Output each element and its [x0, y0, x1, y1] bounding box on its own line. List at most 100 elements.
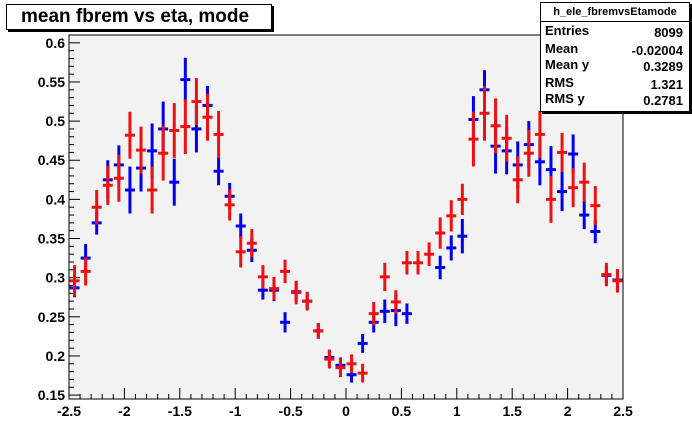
x-tick-label: -1 [229, 403, 242, 419]
stats-box: h_ele_fbremvsEtamode Entries 8099 Mean -… [540, 2, 690, 112]
data-point-red [357, 363, 368, 383]
stat-row-rms-y: RMS y 0.2781 [541, 91, 689, 109]
data-point-red [401, 251, 412, 275]
data-point-red [545, 175, 556, 223]
data-point-red [291, 280, 302, 305]
x-tick-label: 2 [564, 403, 572, 419]
data-point-blue [280, 312, 291, 333]
data-point-red [235, 236, 246, 268]
stat-label: RMS [545, 75, 574, 90]
data-point-red [191, 78, 202, 126]
data-point-blue [379, 299, 390, 324]
y-tick-label: 0.15 [38, 387, 65, 403]
y-tick-label: 0.6 [46, 35, 66, 51]
data-point-red [424, 242, 435, 266]
stat-label: Mean [545, 41, 579, 56]
stat-row-mean-y: Mean y 0.3289 [541, 57, 689, 75]
data-point-red [136, 126, 147, 174]
y-tick-label: 0.4 [46, 191, 66, 207]
data-point-red [612, 269, 623, 293]
x-tick-label: 1.5 [502, 403, 522, 419]
data-point-blue [457, 218, 468, 254]
stat-label: RMS y [545, 91, 585, 106]
data-point-red [435, 217, 446, 249]
data-point-red [368, 301, 379, 326]
y-tick-label: 0.5 [46, 113, 66, 129]
x-tick-label: 0.5 [392, 403, 412, 419]
data-point-blue [357, 334, 368, 353]
data-point-red [457, 183, 468, 216]
data-point-red [379, 262, 390, 291]
data-point-red [213, 110, 224, 158]
data-point-red [568, 168, 579, 208]
data-point-red [557, 132, 568, 172]
data-point-red [202, 93, 213, 141]
data-point-blue [180, 57, 191, 102]
data-point-red [147, 166, 158, 214]
data-point-red [479, 85, 490, 141]
stat-row-rms: RMS 1.321 [541, 75, 689, 93]
data-point-red [158, 125, 169, 181]
data-point-blue [169, 158, 180, 206]
y-tick-label: 0.55 [38, 74, 65, 90]
stat-value: 8099 [654, 25, 683, 40]
data-point-red [601, 262, 612, 287]
data-point-red [512, 156, 523, 204]
chart-title-box: mean fbrem vs eta, mode [6, 4, 272, 30]
data-point-red [246, 229, 257, 258]
data-point-blue [124, 166, 135, 214]
data-point-blue [579, 200, 590, 230]
x-tick-label: 1 [453, 403, 461, 419]
data-point-red [579, 162, 590, 202]
data-point-blue [568, 134, 579, 174]
data-point-red [446, 200, 457, 232]
data-point-red [468, 111, 479, 167]
data-point-red [302, 291, 313, 311]
data-point-blue [446, 235, 457, 261]
data-point-red [180, 99, 191, 154]
data-point-red [91, 189, 102, 225]
data-point-red [257, 265, 268, 289]
stats-histogram-name: h_ele_fbremvsEtamode [541, 3, 689, 22]
stat-row-mean: Mean -0.02004 [541, 41, 689, 59]
x-tick-label: -1.5 [168, 403, 192, 419]
x-tick-label: -2 [118, 403, 131, 419]
data-marks [69, 57, 623, 383]
stat-value: 0.2781 [643, 93, 683, 108]
data-point-red [102, 165, 113, 205]
stat-label: Entries [545, 23, 590, 38]
data-point-blue [401, 303, 412, 324]
data-point-red [335, 358, 346, 378]
data-point-red [113, 154, 124, 202]
data-point-blue [557, 171, 568, 212]
y-tick-label: 0.25 [38, 309, 65, 325]
data-point-blue [213, 157, 224, 186]
data-point-red [346, 354, 357, 374]
axes: -2.5 -2 -1.5 -1 -0.5 0 0.5 1 1.5 2 2.5 0.15 0.2 0.25 0… [38, 34, 633, 419]
data-point-red [69, 265, 80, 297]
stat-row-entries: Entries 8099 [541, 23, 689, 41]
data-point-red [224, 189, 235, 221]
data-point-red [390, 290, 401, 314]
data-point-red [534, 110, 545, 158]
x-tick-label: -2.5 [57, 403, 81, 419]
data-point-red [490, 98, 501, 154]
data-point-red [280, 259, 291, 284]
data-point-red [124, 111, 135, 159]
y-tick-label: 0.35 [38, 231, 65, 247]
x-tick-label: 0 [342, 403, 350, 419]
stat-value: 0.3289 [643, 59, 683, 74]
plot-frame [68, 34, 624, 400]
data-point-red [324, 349, 335, 369]
data-point-red [169, 103, 180, 158]
y-tick-label: 0.2 [46, 348, 66, 364]
data-point-blue [235, 213, 246, 239]
data-point-red [413, 251, 424, 275]
y-tick-label: 0.3 [46, 270, 66, 286]
y-tick-label: 0.45 [38, 152, 65, 168]
stat-value: -0.02004 [631, 43, 683, 58]
data-point-red [80, 257, 91, 286]
chart-title: mean fbrem vs eta, mode [21, 6, 250, 27]
data-point-blue [435, 255, 446, 280]
